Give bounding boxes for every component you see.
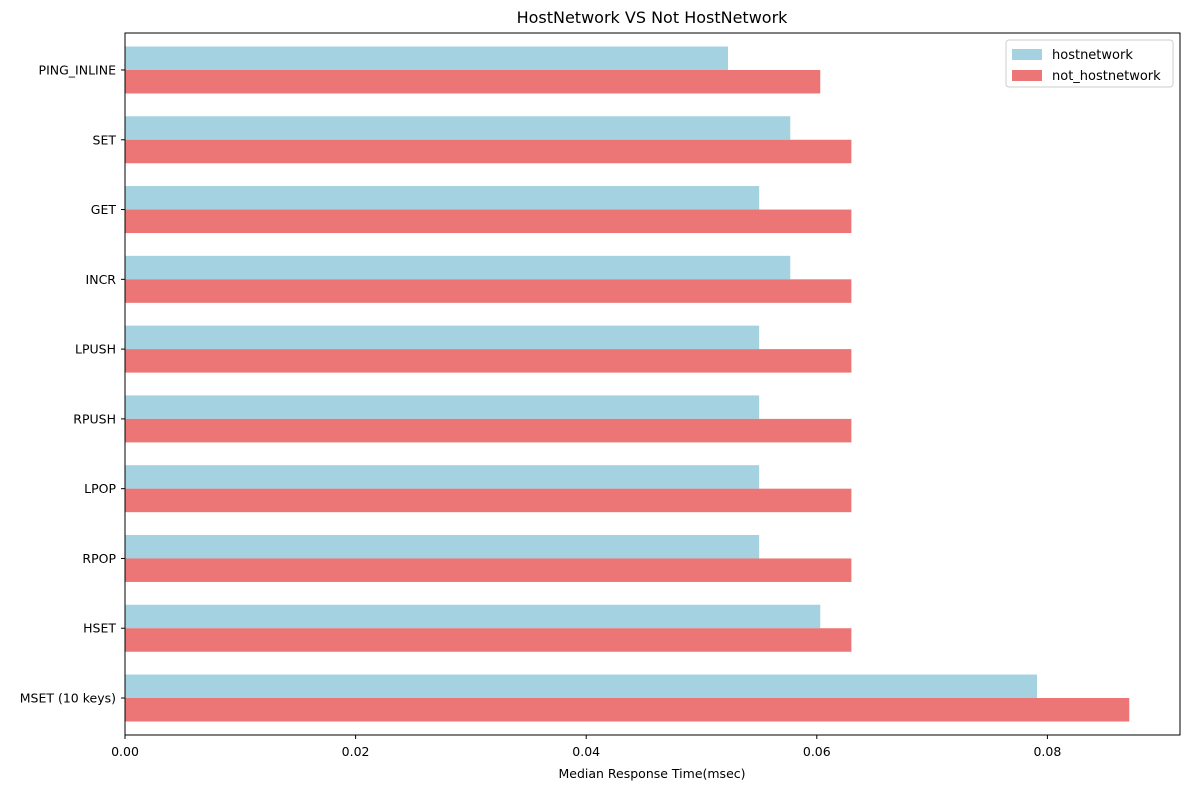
x-tick-label: 0.00 [111,744,139,759]
y-tick-label: INCR [86,272,117,287]
bar-hostnetwork-6 [125,465,760,489]
bar-hostnetwork-7 [125,534,760,559]
bar-not_hostnetwork-2 [125,209,852,234]
bar-not_hostnetwork-7 [125,558,852,582]
bar-not_hostnetwork-5 [125,418,852,443]
bar-hostnetwork-4 [125,325,760,350]
y-tick-label: MSET (10 keys) [20,691,116,706]
y-tick-label: HSET [83,621,116,636]
chart-title: HostNetwork VS Not HostNetwork [517,8,789,27]
y-tick-label: GET [91,202,117,217]
legend-label-not_hostnetwork: not_hostnetwork [1052,69,1161,84]
bar-not_hostnetwork-3 [125,279,852,303]
bar-not_hostnetwork-8 [125,628,852,652]
legend-swatch-hostnetwork [1012,49,1042,60]
x-axis: 0.00 0.02 0.04 0.06 0.08 [111,735,1061,759]
x-tick-label: 0.08 [1033,744,1061,759]
bar-hostnetwork-2 [125,186,760,210]
y-tick-label: LPUSH [75,342,116,357]
y-tick-label: PING_INLINE [39,62,117,77]
x-tick-label: 0.02 [342,744,370,759]
y-tick-label: RPOP [82,551,116,566]
legend-label-hostnetwork: hostnetwork [1052,48,1133,63]
bar-not_hostnetwork-1 [125,139,852,164]
y-axis: PING_INLINE SET GET INCR LPUSH RPUSH LPOP RPOP H… [20,62,125,706]
x-axis-label: Median Response Time(msec) [558,766,745,781]
y-tick-label: RPUSH [73,411,116,426]
bar-hostnetwork-8 [125,604,821,629]
legend-frame [1005,39,1174,88]
bars-layer [125,46,1130,722]
plot-frame [124,32,1181,736]
legend-swatch-not_hostnetwork [1012,70,1042,81]
bar-hostnetwork-9 [125,674,1038,699]
x-tick-label: 0.04 [572,744,600,759]
bar-hostnetwork-5 [125,395,760,419]
x-tick-label: 0.06 [803,744,831,759]
bar-not_hostnetwork-6 [125,488,852,513]
bar-hostnetwork-1 [125,116,791,140]
bar-not_hostnetwork-0 [125,69,821,94]
y-tick-label: LPOP [84,481,116,496]
bar-hostnetwork-0 [125,46,729,70]
legend: hostnetwork not_hostnetwork [1005,39,1174,88]
bar-not_hostnetwork-4 [125,349,852,373]
bar-not_hostnetwork-9 [125,698,1130,722]
y-tick-label: SET [93,132,117,147]
bar-hostnetwork-3 [125,255,791,280]
